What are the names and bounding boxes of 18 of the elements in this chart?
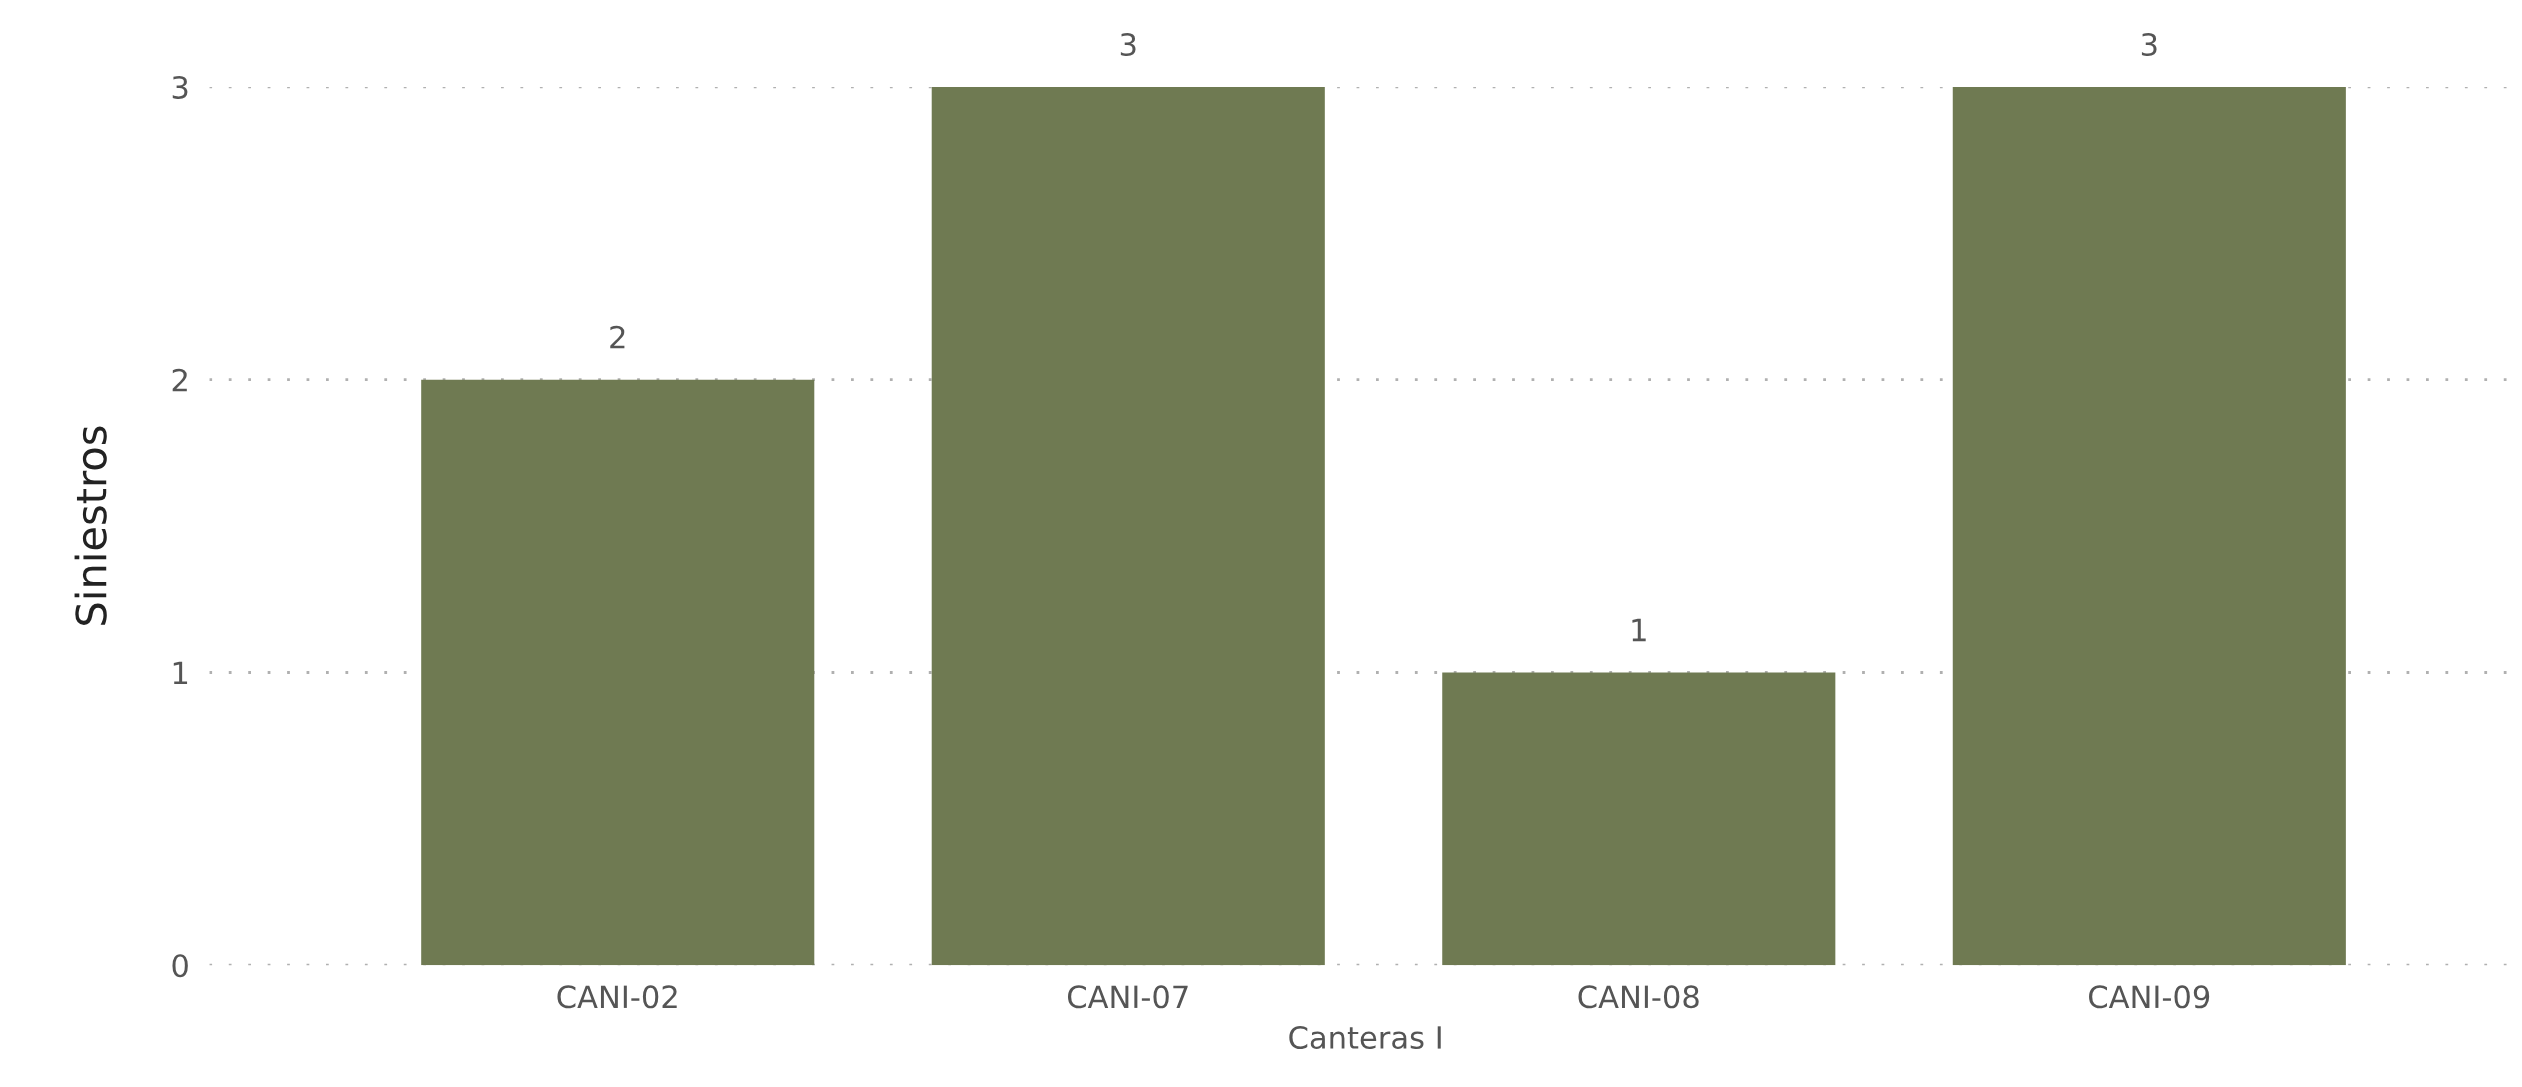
x-tick-label: CANI-08	[1578, 985, 1699, 1009]
bar	[931, 86, 1325, 966]
bar	[421, 379, 815, 966]
y-tick-label: 2	[172, 368, 187, 392]
data-label: 3	[1120, 32, 1136, 57]
bar	[1952, 86, 2346, 966]
data-label: 2	[610, 325, 625, 349]
y-axis-title: Siniestros	[74, 426, 107, 625]
x-tick-label: CANI-02	[557, 985, 677, 1009]
bar	[1442, 672, 1836, 966]
data-label: 1	[1632, 618, 1646, 642]
y-tick-label: 3	[172, 75, 188, 99]
data-label: 3	[2141, 32, 2157, 57]
y-tick-label: 1	[173, 661, 188, 685]
x-tick-label: CANI-07	[1067, 985, 1188, 1009]
x-tick-label: CANI-09	[2089, 985, 2210, 1009]
y-tick-label: 0	[172, 954, 188, 978]
x-axis-title: Canteras I	[1289, 1025, 1441, 1050]
